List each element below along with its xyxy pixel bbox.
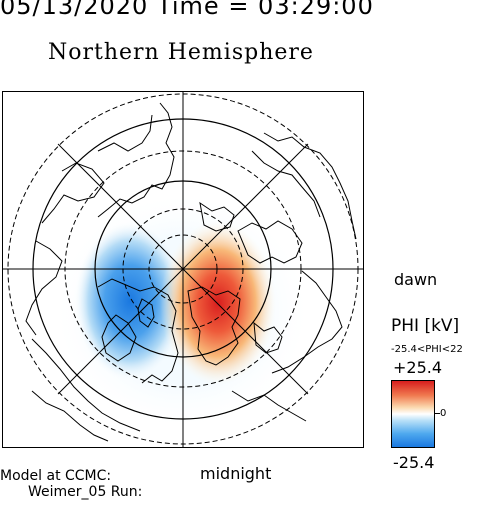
legend-zero-label: 0: [440, 408, 447, 419]
coastlines: [25, 102, 357, 442]
meridian-line: [57, 143, 309, 395]
legend-min-label: -25.4: [393, 453, 435, 472]
midnight-label: midnight: [200, 464, 272, 483]
legend-title: PHI [kV]: [391, 316, 460, 336]
timestamp: 05/13/2020 Time = 03:29:00: [0, 0, 374, 20]
polar-map: [2, 91, 364, 448]
dawn-label: dawn: [394, 270, 438, 289]
colorbar-zero-tick: [435, 413, 440, 414]
negative-potential-cell: [74, 221, 186, 381]
model-label: Model at CCMC:: [0, 468, 112, 484]
colorbar: [391, 380, 435, 448]
legend-max-label: +25.4: [393, 358, 443, 377]
map-title: Northern Hemisphere: [48, 40, 314, 65]
run-label: Weimer_05 Run:: [28, 484, 143, 500]
legend-range: -25.4<PHI<22: [391, 344, 463, 355]
map-frame: [2, 91, 364, 448]
positive-potential-cell: [160, 221, 276, 385]
